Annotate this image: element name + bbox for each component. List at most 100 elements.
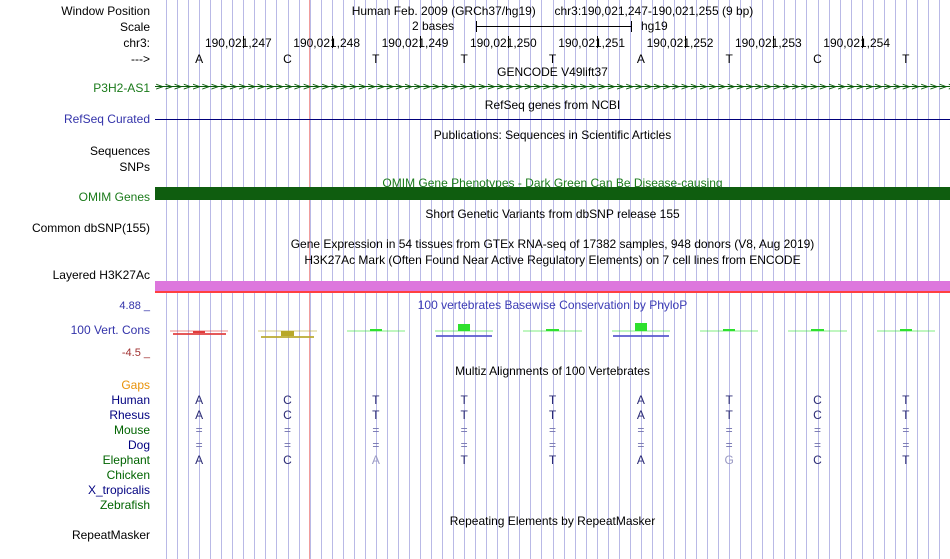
gridline — [288, 0, 289, 559]
label-snps[interactable]: SNPs — [119, 160, 150, 174]
gridline — [243, 0, 244, 559]
ruler-coordinate: 190,021,254 — [823, 36, 891, 50]
multiz-base-elephant: T — [460, 453, 468, 467]
gridline — [166, 0, 167, 559]
ruler-coordinate: 190,021,251 — [558, 36, 626, 50]
label-sequences[interactable]: Sequences — [89, 144, 150, 158]
multiz-base-rhesus: T — [372, 408, 380, 422]
gridline — [564, 0, 565, 559]
multiz-base-dog: = — [813, 438, 822, 452]
species-label-elephant[interactable]: Elephant — [102, 453, 150, 467]
multiz-base-rhesus: A — [195, 408, 204, 422]
species-label-gaps[interactable]: Gaps — [121, 378, 150, 392]
gridline — [884, 0, 885, 559]
gridline — [553, 0, 554, 559]
label-layered-h3k27ac[interactable]: Layered H3K27Ac — [52, 268, 150, 282]
multiz-base-mouse: = — [195, 423, 203, 437]
gridline — [829, 0, 830, 559]
label-chrom: chr3: — [123, 36, 150, 50]
ruler-tick — [862, 36, 863, 48]
scale-bar — [476, 21, 632, 32]
species-label-mouse[interactable]: Mouse — [113, 423, 150, 437]
gridline — [508, 0, 509, 559]
species-label-rhesus[interactable]: Rhesus — [109, 408, 150, 422]
gridline — [895, 0, 896, 559]
gridline — [784, 0, 785, 559]
multiz-base-elephant: T — [548, 453, 557, 467]
conservation-bar[interactable] — [457, 324, 471, 331]
multiz-base-mouse: = — [813, 423, 822, 437]
species-label-x-tropicalis[interactable]: X_tropicalis — [87, 483, 150, 497]
species-label-human[interactable]: Human — [111, 393, 150, 407]
gridline — [177, 0, 178, 559]
conservation-base-tint — [523, 329, 582, 332]
omim-gene-bar[interactable] — [155, 187, 950, 200]
gridline — [773, 0, 774, 559]
gridline — [354, 0, 355, 559]
label-window-position: Window Position — [61, 4, 150, 18]
ruler-tick — [773, 36, 774, 48]
scale-label: 2 bases — [412, 19, 455, 33]
species-label-zebrafish[interactable]: Zebrafish — [99, 498, 150, 512]
gridline — [265, 0, 266, 559]
gridline — [906, 0, 907, 559]
multiz-base-dog: = — [725, 438, 733, 452]
gridline — [188, 0, 189, 559]
center-position-line — [309, 0, 310, 559]
label-omim-genes[interactable]: OMIM Genes — [78, 190, 150, 204]
multiz-base-rhesus: T — [725, 408, 733, 422]
multiz-base-mouse: = — [548, 423, 557, 437]
phylop-conservation-plot[interactable] — [155, 302, 950, 357]
refseq-feature-line[interactable] — [155, 119, 950, 120]
gridline — [840, 0, 841, 559]
conservation-bar[interactable] — [192, 330, 206, 333]
conservation-base-tint — [346, 329, 405, 332]
label-common-dbsnp[interactable]: Common dbSNP(155) — [31, 221, 150, 235]
species-label-chicken[interactable]: Chicken — [106, 468, 150, 482]
multiz-base-human: T — [548, 393, 557, 407]
gridline — [873, 0, 874, 559]
conservation-base-tint — [700, 329, 759, 332]
position-text[interactable]: chr3:190,021,247-190,021,255 (9 bp) — [554, 4, 754, 18]
conservation-bar[interactable] — [634, 323, 647, 331]
label-100-vert-cons[interactable]: 100 Vert. Cons — [70, 323, 150, 337]
gridline — [343, 0, 344, 559]
species-label-dog[interactable]: Dog — [127, 438, 150, 452]
gridline — [608, 0, 609, 559]
gridline — [806, 0, 807, 559]
label-refseq-curated[interactable]: RefSeq Curated — [63, 112, 150, 126]
conservation-bar[interactable] — [546, 328, 559, 331]
label-strand-arrow: ---> — [131, 52, 150, 66]
label-repeatmasker[interactable]: RepeatMasker — [71, 528, 150, 542]
conservation-bar[interactable] — [899, 328, 912, 331]
multiz-base-human: A — [195, 393, 204, 407]
multiz-base-dog: = — [195, 438, 203, 452]
label-gene-p3h2-as1[interactable]: P3H2-AS1 — [93, 81, 150, 95]
ruler-coordinate: 190,021,250 — [469, 36, 537, 50]
multiz-base-rhesus: T — [460, 408, 468, 422]
multiz-base-elephant: C — [283, 453, 292, 467]
multiz-base-human: C — [283, 393, 292, 407]
gridline — [365, 0, 366, 559]
gridline — [729, 0, 730, 559]
ruler-coordinate: 190,021,248 — [293, 36, 361, 50]
ruler-tick — [508, 36, 509, 48]
multiz-base-human: T — [460, 393, 468, 407]
gridline — [575, 0, 576, 559]
ruler-coordinate: 190,021,247 — [204, 36, 272, 50]
conservation-bar[interactable] — [369, 328, 382, 331]
gridline — [376, 0, 377, 559]
gridline — [310, 0, 311, 559]
ruler: 190,021,247 190,021,248 190,021,249 190,021… — [0, 0, 950, 70]
ruler-tick — [420, 36, 421, 48]
h3k27ac-signal-bar[interactable] — [155, 281, 950, 291]
conservation-bar[interactable] — [281, 330, 294, 337]
reference-base: T — [372, 52, 380, 66]
conservation-bar[interactable] — [811, 328, 824, 331]
gridline — [299, 0, 300, 559]
caption-repeatmasker: Repeating Elements by RepeatMasker — [449, 514, 656, 528]
track-data-area[interactable] — [155, 0, 950, 559]
caption-omim: OMIM Gene Phenotypes - Dark Green Can Be… — [382, 176, 723, 190]
conservation-bar[interactable] — [722, 328, 736, 331]
